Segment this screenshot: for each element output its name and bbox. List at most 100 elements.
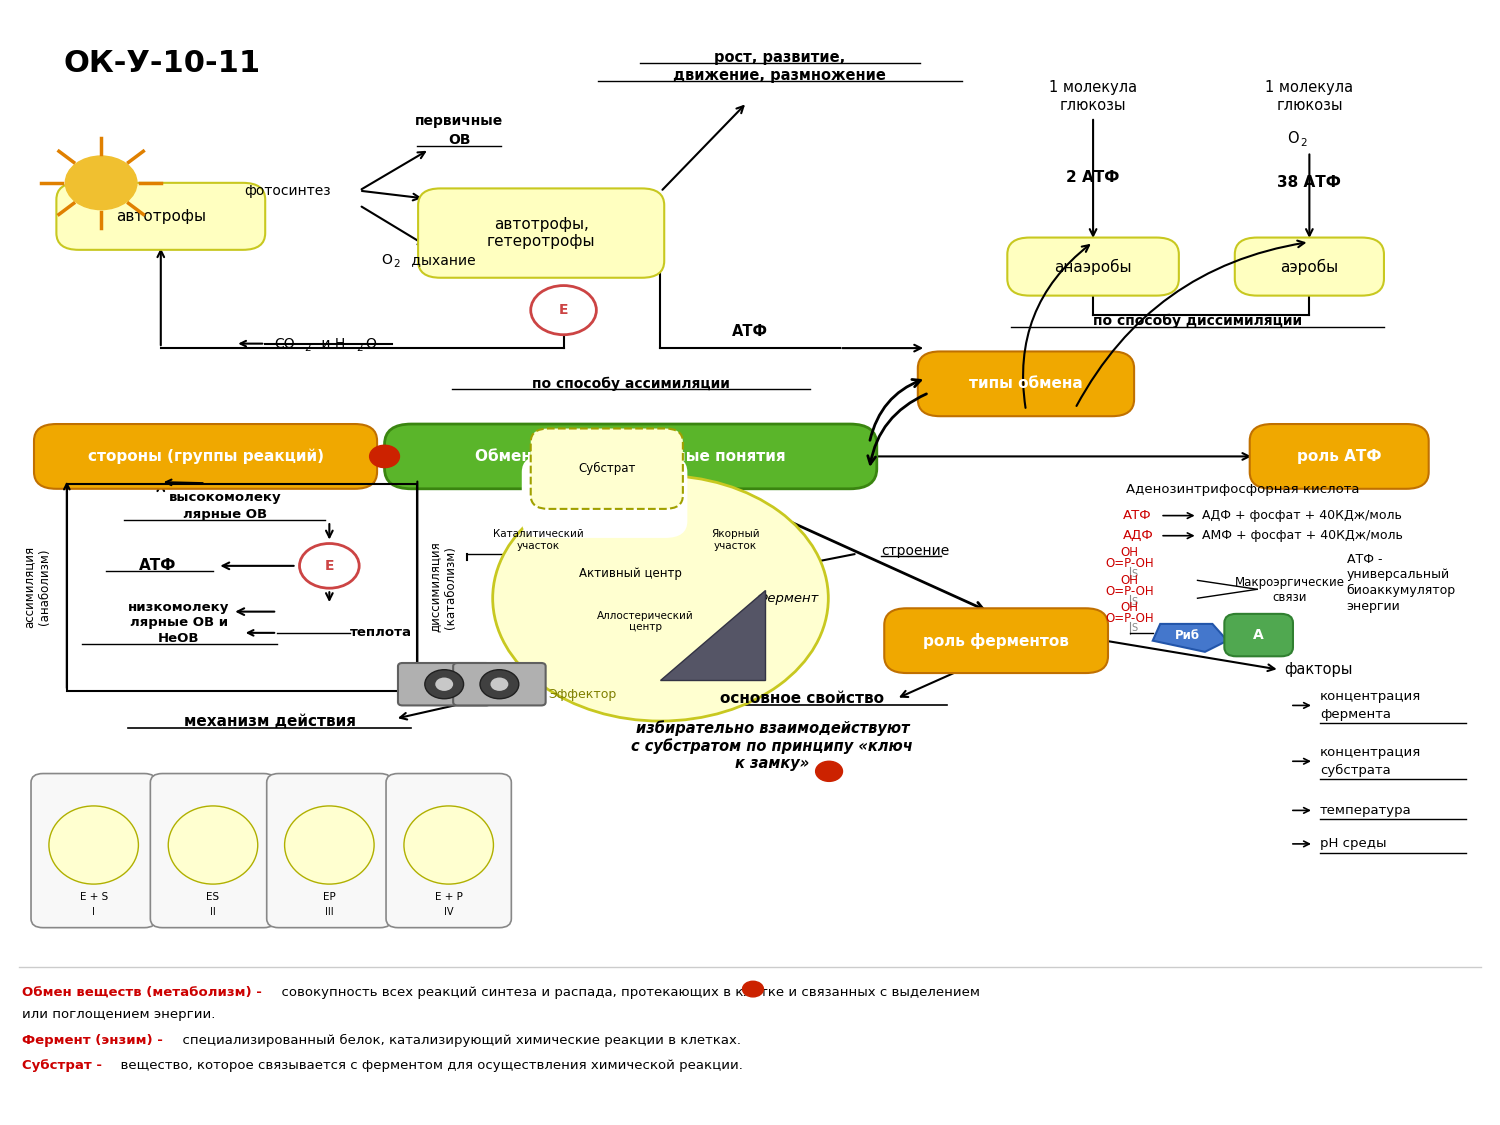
Text: OH: OH	[1120, 574, 1138, 587]
FancyBboxPatch shape	[34, 424, 376, 488]
Text: биоаккумулятор: биоаккумулятор	[1347, 584, 1456, 597]
Text: E + S: E + S	[80, 892, 108, 902]
Text: низкомолеку: низкомолеку	[128, 601, 230, 613]
Text: Фермент: Фермент	[756, 592, 819, 605]
Text: Субстрат: Субстрат	[578, 462, 636, 475]
Text: 2: 2	[1300, 137, 1306, 147]
Text: глюкозы: глюкозы	[1060, 98, 1126, 114]
Circle shape	[490, 677, 508, 691]
Text: вещество, которое связывается с ферментом для осуществления химической реакции.: вещество, которое связывается с ферменто…	[111, 1059, 742, 1071]
Text: E + P: E + P	[435, 892, 462, 902]
Text: теплота: теплота	[350, 627, 412, 639]
Text: 2 АТФ: 2 АТФ	[1066, 170, 1120, 184]
Text: и H: и H	[318, 336, 345, 351]
Text: совокупность всех реакций синтеза и распада, протекающих в клетке и связанных с : совокупность всех реакций синтеза и расп…	[273, 986, 980, 999]
Text: связи: связи	[1272, 591, 1306, 604]
FancyBboxPatch shape	[1008, 237, 1179, 296]
Ellipse shape	[168, 806, 258, 884]
Text: строение: строение	[882, 544, 950, 558]
Text: O=P-OH: O=P-OH	[1106, 585, 1154, 598]
Text: CO: CO	[274, 336, 296, 351]
Ellipse shape	[492, 476, 828, 721]
Text: II: II	[210, 907, 216, 917]
Circle shape	[742, 981, 764, 997]
Circle shape	[480, 669, 519, 699]
Text: механизм действия: механизм действия	[183, 713, 356, 729]
Text: АТФ: АТФ	[140, 558, 177, 574]
Text: фотосинтез: фотосинтез	[244, 183, 332, 198]
Text: АТФ: АТФ	[1124, 510, 1152, 522]
Text: А: А	[1254, 628, 1264, 642]
Circle shape	[816, 762, 843, 782]
Text: О: О	[1287, 130, 1299, 145]
Text: Обмен веществ. Основные понятия: Обмен веществ. Основные понятия	[476, 449, 786, 463]
FancyBboxPatch shape	[32, 774, 156, 928]
Text: 1 молекула: 1 молекула	[1266, 80, 1353, 96]
Text: O=P-OH: O=P-OH	[1106, 612, 1154, 624]
Text: первичные: первичные	[416, 115, 503, 128]
Text: анаэробы: анаэробы	[1054, 259, 1132, 274]
FancyBboxPatch shape	[398, 663, 490, 705]
FancyBboxPatch shape	[57, 183, 266, 250]
Text: автотрофы,
гетеротрофы: автотрофы, гетеротрофы	[488, 217, 596, 250]
Text: с субстратом по принципу «ключ: с субстратом по принципу «ключ	[632, 738, 914, 754]
Text: Фермент (энзим) -: Фермент (энзим) -	[22, 1034, 164, 1047]
Circle shape	[424, 669, 464, 699]
Text: АМФ + фосфат + 40КДж/моль: АМФ + фосфат + 40КДж/моль	[1202, 529, 1402, 542]
Circle shape	[531, 286, 597, 335]
Text: O=P-OH: O=P-OH	[1106, 557, 1154, 570]
Circle shape	[435, 677, 453, 691]
FancyBboxPatch shape	[1250, 424, 1428, 488]
FancyBboxPatch shape	[522, 456, 687, 538]
Circle shape	[66, 156, 136, 209]
Text: Якорный
участок: Якорный участок	[711, 530, 759, 551]
FancyBboxPatch shape	[384, 424, 878, 488]
Text: по способу ассимиляции: по способу ассимиляции	[531, 377, 729, 391]
Text: АДФ + фосфат + 40КДж/моль: АДФ + фосфат + 40КДж/моль	[1202, 510, 1402, 522]
Text: или поглощением энергии.: или поглощением энергии.	[22, 1008, 216, 1022]
FancyBboxPatch shape	[453, 663, 546, 705]
Text: по способу диссимиляции: по способу диссимиляции	[1094, 314, 1302, 328]
Circle shape	[300, 543, 358, 588]
Text: EP: EP	[322, 892, 336, 902]
FancyBboxPatch shape	[386, 774, 512, 928]
Text: температура: температура	[1320, 804, 1412, 817]
Text: лярные ОВ: лярные ОВ	[183, 508, 267, 521]
FancyBboxPatch shape	[918, 351, 1134, 416]
Text: ES: ES	[207, 892, 219, 902]
Text: к замку»: к замку»	[735, 756, 810, 771]
Text: 1 молекула: 1 молекула	[1048, 80, 1137, 96]
Text: рост, развитие,: рост, развитие,	[714, 51, 846, 65]
Text: Эффектор: Эффектор	[549, 687, 616, 701]
FancyBboxPatch shape	[1224, 614, 1293, 656]
Text: АДФ: АДФ	[1124, 529, 1154, 542]
Text: OH: OH	[1120, 601, 1138, 613]
Text: ОК-У-10-11: ОК-У-10-11	[64, 48, 261, 78]
Ellipse shape	[50, 806, 138, 884]
Text: фермента: фермента	[1320, 708, 1390, 721]
Text: Субстрат -: Субстрат -	[22, 1059, 102, 1071]
Text: S: S	[1132, 623, 1138, 633]
FancyBboxPatch shape	[150, 774, 276, 928]
Text: IV: IV	[444, 907, 453, 917]
Ellipse shape	[404, 806, 494, 884]
FancyBboxPatch shape	[419, 188, 664, 278]
Text: 2: 2	[304, 343, 310, 353]
Text: 38 АТФ: 38 АТФ	[1278, 176, 1341, 190]
Text: НеОВ: НеОВ	[158, 632, 200, 645]
Polygon shape	[660, 591, 765, 680]
Text: S: S	[1132, 568, 1138, 578]
Text: движение, размножение: движение, размножение	[674, 69, 886, 83]
Text: лярные ОВ и: лярные ОВ и	[129, 616, 228, 629]
Text: S: S	[1132, 596, 1138, 606]
Text: Риб: Риб	[1174, 629, 1200, 641]
Text: основное свойство: основное свойство	[720, 691, 884, 706]
Text: субстрата: субстрата	[1320, 764, 1390, 776]
Text: Аллостерический
центр: Аллостерический центр	[597, 611, 694, 632]
Text: глюкозы: глюкозы	[1276, 98, 1342, 114]
Text: Макроэргические: Макроэргические	[1234, 576, 1346, 590]
Text: концентрация: концентрация	[1320, 690, 1420, 703]
Ellipse shape	[285, 806, 374, 884]
Text: специализированный белок, катализирующий химические реакции в клетках.: специализированный белок, катализирующий…	[174, 1034, 741, 1047]
Text: концентрация: концентрация	[1320, 746, 1420, 759]
